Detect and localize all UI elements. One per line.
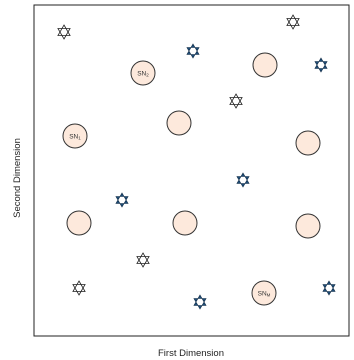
circle-node-icon: [251, 280, 277, 306]
filled-star-icon: [236, 172, 250, 188]
node-label-sn1: SN1: [69, 134, 81, 141]
hollow-star-icon: [57, 24, 71, 40]
hollow-star-icon: [229, 93, 243, 109]
hollow-star-icon: [286, 14, 300, 30]
circle-node-sn2: SN2: [130, 60, 156, 86]
node-label-snm: SNM: [258, 291, 271, 298]
node-label-sn2: SN2: [137, 71, 149, 78]
circle-node: [295, 213, 321, 239]
x-axis-label: First Dimension: [158, 348, 224, 359]
circle-node: [252, 52, 278, 78]
filled-star-icon: [314, 57, 328, 73]
hollow-star-icon: [72, 280, 86, 296]
circle-node-sn1: SN1: [62, 123, 88, 149]
circle-node: [172, 210, 198, 236]
circle-nodes: SN2 SN1 SNM: [62, 52, 321, 306]
circle-node-snm: SNM: [251, 280, 277, 306]
circle-node: [166, 110, 192, 136]
circle-node-icon: [62, 123, 88, 149]
filled-star-icon: [322, 280, 336, 296]
circle-node: [66, 210, 92, 236]
plot-frame: [33, 4, 350, 337]
hollow-star-icon: [136, 252, 150, 268]
filled-star-icon: [193, 294, 207, 310]
filled-star-icon: [115, 192, 129, 208]
star-markers: [57, 14, 336, 310]
filled-star-icon: [186, 43, 200, 59]
y-axis-label: Second Dimension: [12, 138, 23, 218]
circle-node-icon: [130, 60, 156, 86]
circle-node: [295, 130, 321, 156]
